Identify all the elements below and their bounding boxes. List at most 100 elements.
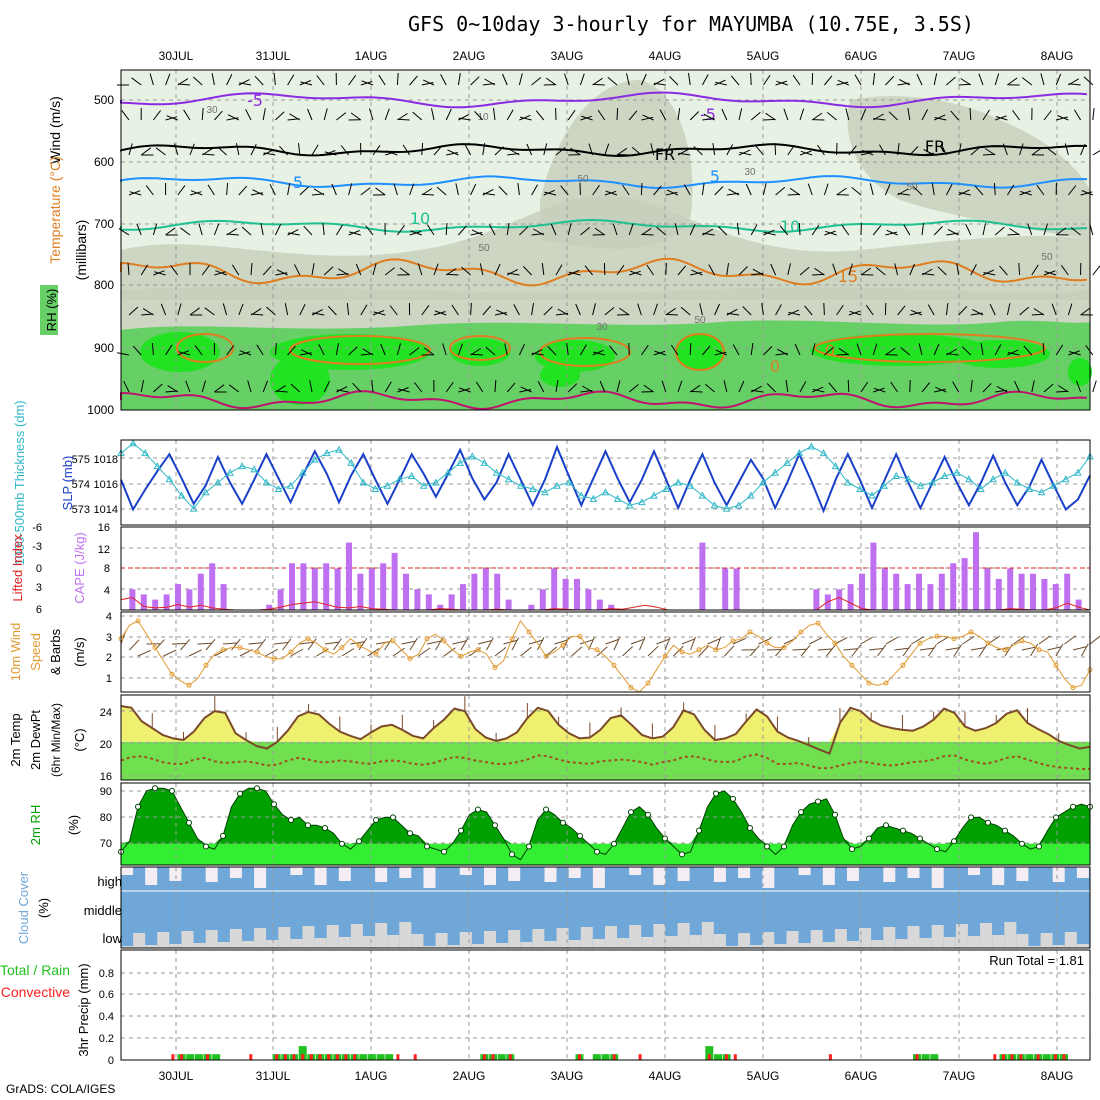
cape-bar <box>482 568 489 610</box>
low-cloud-bar <box>1004 922 1017 948</box>
wind-barb <box>336 112 347 121</box>
wind-barb-10m <box>749 645 760 657</box>
wind-barb-10m <box>826 644 836 657</box>
wind-barb <box>214 110 223 121</box>
panel-frame <box>120 69 1091 411</box>
precip-total-bar <box>601 1054 610 1060</box>
wind-barb <box>256 344 264 356</box>
thickness-marker <box>613 494 622 502</box>
wind-barb <box>811 343 816 356</box>
wind-barb <box>519 116 532 121</box>
wind-barb <box>520 386 532 393</box>
high-cloud-gap <box>677 867 690 881</box>
wind-barb <box>677 148 689 156</box>
wind-barb <box>560 185 569 196</box>
wind-barb-10m <box>137 649 152 657</box>
wind-barb <box>1044 271 1057 276</box>
wind-barb <box>409 75 418 86</box>
low-cloud-bar <box>641 937 654 948</box>
wind-barb <box>650 143 655 156</box>
thickness-marker <box>310 455 319 463</box>
wind-speed-marker <box>509 636 515 642</box>
wind-barb <box>352 382 362 393</box>
wind-barb-10m <box>911 636 924 645</box>
low-cloud-bar <box>980 923 993 948</box>
wind-barb <box>409 231 422 236</box>
wind-barb <box>570 147 581 156</box>
cape-bar <box>129 589 136 611</box>
wind-barb <box>580 227 591 236</box>
wind-barb <box>543 143 548 156</box>
wind-barb-10m <box>358 638 368 651</box>
cloud-level-label: low <box>102 931 122 946</box>
wind-barb <box>174 143 179 156</box>
wind-barb-10m <box>248 642 263 645</box>
cape-bar <box>323 563 330 610</box>
low-cloud-bar <box>266 940 279 948</box>
cape-bar <box>585 589 592 611</box>
wind-barb <box>730 75 740 86</box>
wind-tick-label: 4 <box>106 611 112 623</box>
wind-barb <box>1085 345 1094 356</box>
wind-barb <box>160 303 167 316</box>
wind-barb-10m <box>962 635 975 645</box>
wind-barb <box>775 304 782 316</box>
wind-barb <box>545 77 557 86</box>
wind-barb <box>947 228 959 236</box>
low-cloud-bar <box>544 941 557 948</box>
wind-barb <box>836 353 849 356</box>
low-cloud-bar <box>205 930 218 948</box>
wind-barb <box>637 303 642 316</box>
wind-barb <box>701 183 705 196</box>
wind-barb <box>360 304 368 316</box>
rh-marker <box>985 819 991 826</box>
cape-tick: 4 <box>104 585 110 597</box>
wind-barb <box>629 270 642 276</box>
wind-barb-10m <box>307 638 317 651</box>
temp-tick-label: 20 <box>100 739 112 751</box>
cape-bar <box>311 568 318 610</box>
axis-title-rh-units: (%) <box>66 815 81 835</box>
wind-barb <box>628 223 634 236</box>
wind-barb <box>250 143 257 156</box>
wind-barb <box>165 116 178 121</box>
wind-barb <box>239 82 252 86</box>
dewpoint-fill <box>121 741 1090 780</box>
high-cloud-gap <box>254 867 267 888</box>
low-cloud-bar <box>411 934 424 948</box>
wind-barb <box>661 380 667 393</box>
wind-barb <box>999 265 1008 276</box>
wind-barb <box>427 224 435 236</box>
wind-barb <box>217 146 227 156</box>
wind-barb <box>922 273 935 276</box>
wind-barb <box>674 223 679 236</box>
rh-contour-label: 50 <box>577 174 589 185</box>
precip-convective-bar <box>301 1054 305 1060</box>
cape-bar <box>551 568 558 610</box>
wind-barb <box>811 386 824 393</box>
wind-barb <box>933 73 938 86</box>
wind-barb <box>597 109 606 121</box>
wind-barb <box>885 231 898 236</box>
wind-barb <box>970 146 981 156</box>
wind-speed-marker <box>424 636 430 642</box>
thickness-marker <box>141 449 150 457</box>
wind-barb-10m <box>180 639 191 651</box>
wind-barb <box>447 149 459 156</box>
wind-barb <box>421 305 430 316</box>
wind-barb <box>798 222 801 236</box>
thickness-marker <box>286 481 295 489</box>
wind-barb-10m <box>511 637 520 651</box>
rh-marker <box>764 843 770 850</box>
date-label-bottom: 4AUG <box>649 1069 682 1083</box>
thickness-marker <box>565 478 574 486</box>
rh-marker <box>509 851 515 858</box>
temp-tick-label: 24 <box>100 707 112 719</box>
low-cloud-bar <box>726 946 738 948</box>
wind-barb <box>817 144 825 156</box>
wind-barb <box>502 73 508 86</box>
date-label-top: 7AUG <box>943 49 976 63</box>
wind-barb <box>396 343 401 356</box>
axis-title-lifted-index: Lifted Index <box>10 534 25 602</box>
rh-marker <box>1036 843 1042 850</box>
